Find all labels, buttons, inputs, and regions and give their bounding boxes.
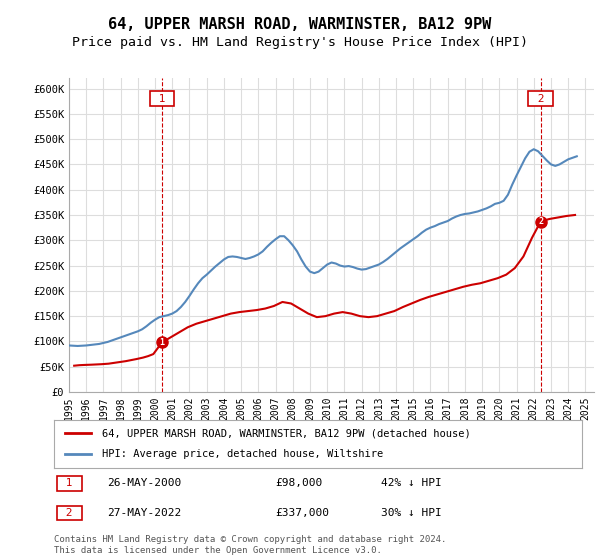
Text: 26-MAY-2000: 26-MAY-2000 bbox=[107, 478, 181, 488]
Text: 1: 1 bbox=[160, 338, 164, 347]
Text: 2: 2 bbox=[59, 508, 80, 518]
Text: 27-MAY-2022: 27-MAY-2022 bbox=[107, 508, 181, 518]
Text: HPI: Average price, detached house, Wiltshire: HPI: Average price, detached house, Wilt… bbox=[101, 449, 383, 459]
Text: 42% ↓ HPI: 42% ↓ HPI bbox=[382, 478, 442, 488]
Text: 1: 1 bbox=[152, 94, 172, 104]
Text: This data is licensed under the Open Government Licence v3.0.: This data is licensed under the Open Gov… bbox=[54, 546, 382, 555]
Text: £98,000: £98,000 bbox=[276, 478, 323, 488]
Text: 64, UPPER MARSH ROAD, WARMINSTER, BA12 9PW (detached house): 64, UPPER MARSH ROAD, WARMINSTER, BA12 9… bbox=[101, 428, 470, 438]
Text: 64, UPPER MARSH ROAD, WARMINSTER, BA12 9PW: 64, UPPER MARSH ROAD, WARMINSTER, BA12 9… bbox=[109, 17, 491, 32]
Text: 30% ↓ HPI: 30% ↓ HPI bbox=[382, 508, 442, 518]
Text: 2: 2 bbox=[538, 217, 543, 226]
Text: Price paid vs. HM Land Registry's House Price Index (HPI): Price paid vs. HM Land Registry's House … bbox=[72, 36, 528, 49]
Text: 2: 2 bbox=[530, 94, 551, 104]
Text: Contains HM Land Registry data © Crown copyright and database right 2024.: Contains HM Land Registry data © Crown c… bbox=[54, 535, 446, 544]
Text: £337,000: £337,000 bbox=[276, 508, 330, 518]
Text: 1: 1 bbox=[59, 478, 80, 488]
